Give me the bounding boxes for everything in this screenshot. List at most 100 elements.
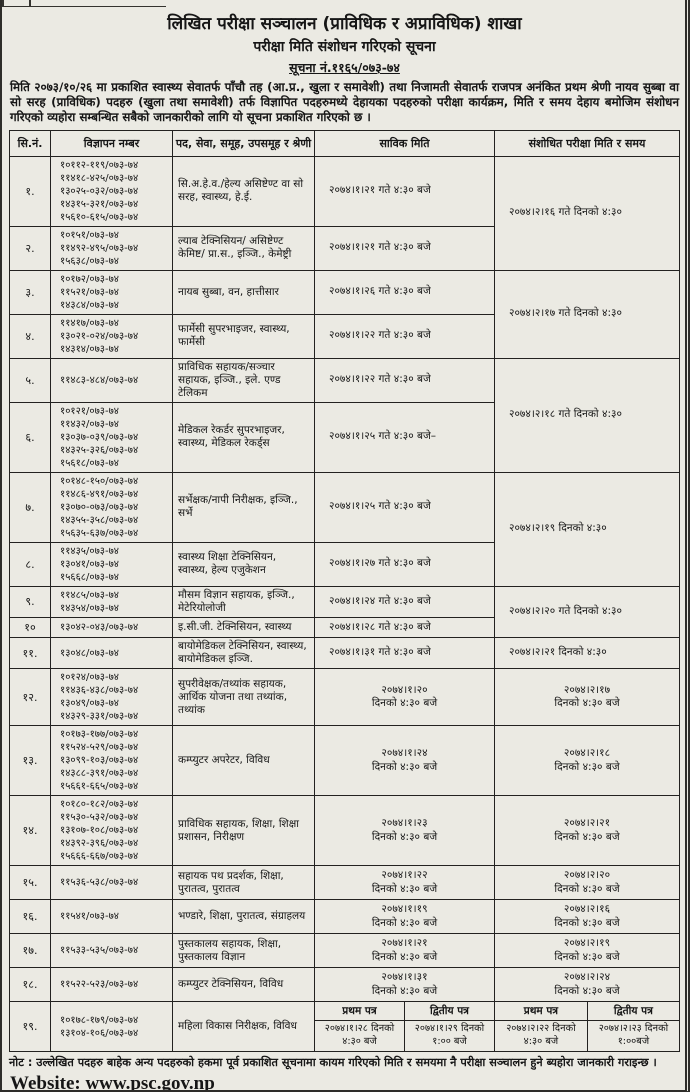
- table-row: १० १३०४२-०४३/०७३-७४ इ.सी.जी. टेक्निसियन, स…: [9, 616, 680, 639]
- date-line: दिनको ४:३० बजे: [554, 916, 620, 929]
- ad-number: १०१८०-१८२/०७३-७४: [60, 799, 139, 811]
- date-line: दिनको ४:३० बजे: [554, 882, 620, 895]
- revised-date-cell: २०७४।२।२१ दिनको ४:३०: [494, 637, 680, 670]
- original-date-cell: २०७४।१।२८ गते ४:३० बजे: [314, 616, 495, 639]
- original-date-cell: २०७४।१।२६ गते ४:३० बजे: [314, 269, 495, 315]
- ad-number: १३०४९/०७३-७४: [60, 698, 119, 710]
- date-line: दिनको ४:३० बजे: [371, 697, 438, 710]
- date-line: २०७४।१।२१ गते ४:३० बजे: [329, 184, 431, 197]
- ad-number: ११५२४-५२९/०७३-७४: [60, 742, 139, 754]
- previous-table-fragment-tick: [29, 0, 31, 7]
- position-cell: प्राविधिक सहायक, शिक्षा, शिक्षा प्रशासन,…: [172, 795, 315, 867]
- second-paper-header: द्वितीय पत्र: [404, 1002, 494, 1022]
- position-cell: भण्डारे, शिक्षा, पुरातत्व, संग्राहलय: [172, 899, 315, 935]
- previous-table-fragment-edge: [2, 0, 4, 7]
- table-row: १. १०११२-११९/०७३-७४ ११४१८-४२५/०७३-७४ १३०२५-…: [9, 155, 680, 271]
- date-line: २०७४।२।१६: [563, 903, 611, 916]
- position-cell: पुस्तकालय सहायक, शिक्षा, पुस्तकालय विज्ञ…: [172, 933, 315, 969]
- original-date-cell: २०७४।१।२२ गते ४:३० बजे: [314, 357, 495, 403]
- original-date-cell: २०७४।१।२२ दिनको ४:३० बजे: [314, 865, 495, 901]
- ad-number: १४३५४/०७३-७४: [60, 602, 119, 614]
- table-row: ५. ११४८३-४८४/०७३-७४ प्राविधिक सहायक/सञ्चार…: [9, 357, 680, 473]
- ad-number: ११५२१/०७३-७४: [60, 286, 119, 298]
- ad-number: ११४१८-४२५/०७३-७४: [60, 172, 139, 184]
- ad-numbers-cell: ११४८३-४८४/०७३-७४: [50, 357, 173, 403]
- table-header-row: सि.नं. विज्ञापन नम्बर पद, सेवा, समूह, उप…: [9, 129, 680, 157]
- date-line: दिनको ४:३० बजे: [371, 916, 438, 929]
- date-line: २०७४।१।२१: [381, 937, 428, 950]
- ad-numbers-cell: ११४३५/०७३-७४ १३०४१/०७३-७४ १५६६८/०७३-७४: [50, 541, 173, 587]
- revised-date-cell: २०७४।२।२० गते दिनको ४:३०: [494, 585, 680, 639]
- date-line: २०७४।१।२४: [381, 747, 428, 760]
- ad-number: १३०३७-०३९/०७३-७४: [60, 431, 139, 443]
- ad-number: १४३१५-३२१/०७३-७४: [60, 198, 139, 210]
- ad-number: १५६३५-६३७/०७३-७४: [60, 527, 139, 539]
- serial-cell: १.: [9, 155, 51, 227]
- revised-date-cell: २०७४।२।१६ दिनको ४:३० बजे: [494, 899, 680, 935]
- table-row: १२. १०१२४/०७३-७४ ११४३६-४३८/०७३-७४ १३०४९/०७३…: [9, 668, 680, 727]
- ad-number: ११५४१/०७३-७४: [60, 911, 119, 923]
- ad-numbers-cell: ११५४१/०७३-७४: [50, 899, 173, 935]
- date-line: २०७४।२।१६ गते दिनको ४:३०: [509, 206, 622, 219]
- table-row: १५. ११५३६-५३८/०७३-७४ सहायक पथ प्रदर्शक, शि…: [9, 865, 680, 901]
- position-cell: कम्प्युटर अपरेटर, विविध: [172, 725, 315, 797]
- revised-date-cell: प्रथम पत्र द्वितीय पत्र २०७४।२।२२ दिनको ४:…: [494, 1001, 680, 1053]
- table-row: ४. ११४१७/०७३-७४ १३०२१-०२४/०७३-७४ १४३१४/०७३-…: [9, 313, 680, 359]
- date-line: २०७४।२।१७: [563, 683, 611, 696]
- date-line: २०७४।१।२१ गते ४:३० बजे: [329, 241, 431, 254]
- ad-numbers-cell: ११५२२-५२३/०७३-७४: [50, 967, 173, 1003]
- ad-number: १४३२९-३३१/०७३-७४: [60, 711, 139, 723]
- ad-numbers-cell: ११५३६-५३८/०७३-७४: [50, 865, 173, 901]
- serial-cell: ६.: [9, 401, 51, 473]
- serial-cell: १८.: [9, 967, 51, 1003]
- position-cell: सर्भेक्षक/नापी निरीक्षक, इञ्जि., सर्भे: [172, 471, 315, 543]
- date-line: २०७४।२।२१ दिनको ४:३०: [509, 646, 607, 659]
- date-line: दिनको ४:३० बजे: [554, 984, 620, 997]
- date-line: २०७४।२।१९ दिनको ४:३०: [509, 522, 607, 535]
- ad-number: १४३५५-३५८/०७३-७४: [60, 514, 139, 526]
- ad-number: ११४३५/०७३-७४: [60, 545, 119, 557]
- table-row: १७. ११५३३-५३५/०७३-७४ पुस्तकालय सहायक, शिक्…: [9, 933, 680, 969]
- col-header-serial: सि.नं.: [9, 129, 51, 157]
- original-date-cell: २०७४।१।२१ गते ४:३० बजे: [314, 225, 495, 271]
- ad-number: १३०४२-०४३/०७३-७४: [60, 621, 139, 633]
- date-line: २०७४।१।२०: [381, 683, 428, 696]
- original-date-cell: प्रथम पत्र द्वितीय पत्र २०७४।१।२८ दिनको ४:…: [314, 1001, 495, 1053]
- date-line: २०७४।१।२२: [381, 869, 428, 882]
- date-line: २०७४।२।२० गते दिनको ४:३०: [509, 605, 622, 618]
- ad-number: १३०२१-०२४/०७३-७४: [60, 330, 139, 342]
- date-line: २०७४।१।२२ गते ४:३० बजे: [329, 329, 431, 342]
- date-line: २०७४।२।१७ गते दिनको ४:३०: [509, 307, 622, 320]
- date-line: २०७४।१।२६ गते ४:३० बजे: [329, 285, 431, 298]
- ad-numbers-cell: १०१४८-१५०/०७३-७४ ११४८६-४९१/०७३-७४ १३०७०-०७…: [50, 471, 173, 543]
- ad-numbers-cell: १०१५१/०७३-७४ ११४९२-४९५/०७३-७४ १५६३८/०७३-७४: [50, 225, 173, 271]
- paper-date-row: २०७४।१।२८ दिनको ४:३० बजे २०७४।१।२९ दिनको …: [315, 1020, 494, 1052]
- date-line: २०७४।२।२१: [563, 817, 611, 830]
- col-header-ad-number: विज्ञापन नम्बर: [50, 129, 173, 157]
- ad-number: १०१७३-१७७/०७३-७४: [60, 729, 139, 741]
- table-row: २. १०१५१/०७३-७४ ११४९२-४९५/०७३-७४ १५६३८/०७३-…: [9, 225, 680, 271]
- original-date-cell: २०७४।१।२५ गते ४:३० बजे–: [314, 401, 495, 473]
- date-line: २०७४।२।१९: [563, 937, 611, 950]
- date-line: २०७४।२।२४: [563, 971, 611, 984]
- paper-date-row: २०७४।२।२२ दिनको ४:३० बजे २०७४।२।२३ दिनको …: [495, 1020, 679, 1052]
- table-row: ३. १०१७२/०७३-७४ ११५२१/०७३-७४ १४३८४/०७३-७४ ना…: [9, 269, 680, 359]
- ad-number: १४३१४/०७३-७४: [60, 343, 119, 355]
- ad-number: १५६६१-६६५/०७३-७४: [60, 781, 139, 793]
- ad-number: ११५३६-५३८/०७३-७४: [60, 877, 139, 889]
- paper-header-row: प्रथम पत्र द्वितीय पत्र: [495, 1002, 679, 1022]
- revised-date-cell: २०७४।२।१९ दिनको ४:३०: [494, 471, 680, 587]
- ad-number: ११५३३-५३५/०७३-७४: [60, 945, 139, 957]
- date-line: दिनको ४:३० बजे: [554, 760, 620, 773]
- date-line: २०७४।१।२४ गते ४:३० बजे: [329, 594, 431, 607]
- previous-table-fragment-line: [2, 6, 166, 7]
- ad-numbers-cell: ११४८५/०७३-७४ १४३५४/०७३-७४: [50, 585, 173, 618]
- ad-number: १४३८८-३९१/०७३-७४: [60, 768, 139, 780]
- serial-cell: ११.: [9, 637, 51, 670]
- serial-cell: ७.: [9, 471, 51, 543]
- serial-cell: १४.: [9, 795, 51, 867]
- notice-number: सूचना नं.११६५/०७३-७४: [289, 60, 400, 75]
- first-paper-header: प्रथम पत्र: [495, 1002, 588, 1022]
- position-cell: इ.सी.जी. टेक्निसियन, स्वास्थ्य: [172, 616, 315, 639]
